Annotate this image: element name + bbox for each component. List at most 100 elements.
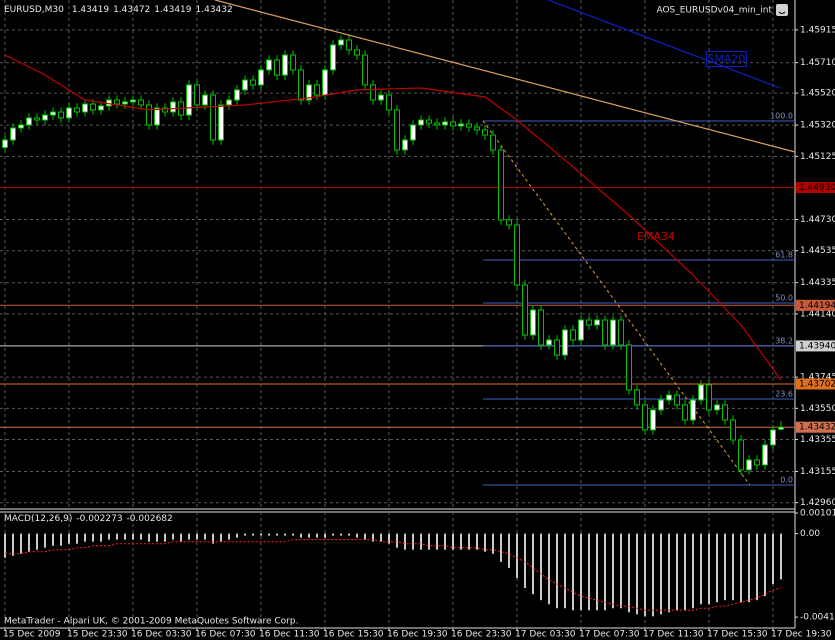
macd-bar <box>132 533 134 540</box>
macd-bar <box>756 533 758 601</box>
macd-bar <box>116 533 118 540</box>
macd-bar <box>564 533 566 609</box>
y-tick-label: 1.45520 <box>800 89 835 99</box>
candle-body <box>290 54 296 71</box>
x-tick-label: 16 Dec 07:30 <box>195 630 256 640</box>
candle-body <box>778 426 784 430</box>
macd-bar <box>60 533 62 546</box>
candle-body <box>250 79 256 86</box>
line-label: EMA34 <box>637 230 675 243</box>
candle-body <box>466 123 472 128</box>
macd-bar <box>436 533 438 550</box>
candle-body <box>394 109 400 151</box>
macd-bar <box>620 533 622 609</box>
x-tick-label: 15 Dec 2009 <box>3 630 61 640</box>
candle-body <box>258 69 264 86</box>
macd-bar <box>308 533 310 538</box>
y-tick-label: 1.44535 <box>800 246 835 256</box>
candle-body <box>706 384 712 411</box>
macd-bar <box>676 533 678 611</box>
macd-bar <box>420 533 422 550</box>
x-tick-label: 17 Dec 19:30 <box>771 630 832 640</box>
candle-body <box>602 319 608 346</box>
macd-bar <box>196 533 198 540</box>
y-tick-label: 0.001019 <box>800 509 835 519</box>
candle-body <box>98 105 104 111</box>
macd-bar <box>260 533 262 536</box>
macd-bar <box>244 533 246 536</box>
candle-body <box>186 84 192 116</box>
macd-bar <box>4 533 6 558</box>
macd-bar <box>748 533 750 603</box>
macd-bar <box>444 533 446 550</box>
macd-bar <box>92 533 94 542</box>
macd-bar <box>524 533 526 589</box>
candle-body <box>66 107 72 119</box>
candle-body <box>730 419 736 441</box>
macd-bar <box>556 533 558 609</box>
macd-bar <box>644 533 646 617</box>
candle-body <box>298 69 304 101</box>
macd-bar <box>492 533 494 554</box>
candle-body <box>514 224 520 286</box>
candle-body <box>418 119 424 126</box>
indicator-value: -0.002682 <box>127 514 173 524</box>
x-tick-label: 16 Dec 23:30 <box>451 630 512 640</box>
line-label-box <box>705 51 747 68</box>
fib-label: 50.0 <box>775 293 793 302</box>
macd-bar <box>268 533 270 536</box>
macd-bar <box>404 533 406 550</box>
line-label: SMA20 <box>707 53 745 66</box>
macd-bar <box>180 533 182 542</box>
macd-bar <box>772 533 774 585</box>
level-tag-label: 1.44930 <box>799 183 835 193</box>
candle-body <box>154 107 160 126</box>
macd-bar <box>124 533 126 540</box>
indicator-line <box>214 0 796 153</box>
fib-label: 38.2 <box>775 336 793 345</box>
candle-body <box>554 339 560 356</box>
macd-bar <box>460 533 462 550</box>
macd-bar <box>636 533 638 615</box>
candle-body <box>210 94 216 141</box>
candle-body <box>362 54 368 86</box>
macd-bar <box>652 533 654 617</box>
candle-body <box>722 404 728 421</box>
candle-body <box>58 111 64 119</box>
macd-bar <box>36 533 38 550</box>
candle-body <box>218 104 224 141</box>
copyright: MetaTrader - Alpari UK, © 2001-2009 Meta… <box>4 617 298 627</box>
candle-body <box>690 399 696 421</box>
macd-bar <box>156 533 158 542</box>
level-tag-label: 1.44194 <box>799 301 835 311</box>
candle-body <box>746 459 752 471</box>
candle-body <box>226 99 232 106</box>
macd-bar <box>580 533 582 611</box>
candle-body <box>26 117 32 126</box>
y-tick-label: 1.45915 <box>800 25 835 35</box>
macd-bar <box>284 533 286 536</box>
candle-body <box>322 69 328 96</box>
expert-icon <box>776 4 788 16</box>
candle-body <box>762 444 768 466</box>
candle-body <box>354 49 360 56</box>
macd-bar <box>68 533 70 544</box>
header-value: 1.43419 <box>154 5 191 15</box>
candle-body <box>386 94 392 111</box>
candle-body <box>146 104 152 126</box>
candle-body <box>338 39 344 46</box>
candle-body <box>658 399 664 411</box>
candle-body <box>202 94 208 106</box>
macd-bar <box>692 533 694 609</box>
candle-body <box>546 339 552 346</box>
macd-bar <box>668 533 670 613</box>
candle-body <box>634 389 640 406</box>
macd-bar <box>164 533 166 542</box>
macd-bar <box>700 533 702 605</box>
macd-bar <box>100 533 102 542</box>
candle-body <box>594 319 600 326</box>
candle-body <box>770 429 776 446</box>
macd-bar <box>316 533 318 538</box>
level-tag <box>796 182 835 194</box>
